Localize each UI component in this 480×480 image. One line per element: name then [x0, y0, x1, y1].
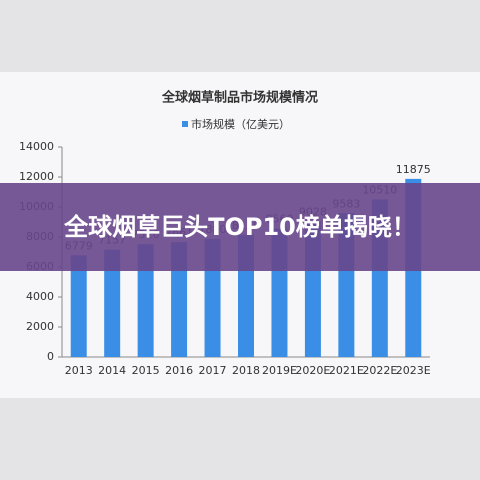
- x-tick-label: 2023E: [396, 364, 431, 377]
- value-label: 11875: [396, 163, 431, 176]
- headline: 全球烟草巨头TOP10榜单揭晓！: [64, 213, 416, 241]
- x-tick-label: 2013: [65, 364, 93, 377]
- y-tick-label: 4000: [26, 290, 54, 303]
- legend-swatch: [182, 121, 188, 127]
- x-tick-label: 2016: [165, 364, 193, 377]
- x-tick-label: 2022E: [362, 364, 397, 377]
- chart-title: 全球烟草制品市场规模情况: [161, 90, 318, 106]
- legend-label: 市场规模（亿美元）: [191, 117, 290, 131]
- y-tick-label: 14000: [19, 140, 54, 153]
- bar: [104, 249, 121, 357]
- y-tick-label: 0: [47, 350, 54, 363]
- x-tick-label: 2020E: [295, 364, 330, 377]
- x-tick-label: 2018: [232, 364, 260, 377]
- x-tick-label: 2014: [98, 364, 126, 377]
- y-tick-label: 12000: [19, 170, 54, 183]
- bar: [70, 255, 87, 357]
- y-tick-label: 2000: [26, 320, 54, 333]
- headline-banner: 全球烟草巨头TOP10榜单揭晓！: [0, 183, 480, 271]
- x-tick-label: 2019E: [262, 364, 297, 377]
- x-tick-label: 2015: [132, 364, 160, 377]
- bar: [137, 244, 154, 357]
- x-tick-label: 2021E: [329, 364, 364, 377]
- x-tick-label: 2017: [199, 364, 227, 377]
